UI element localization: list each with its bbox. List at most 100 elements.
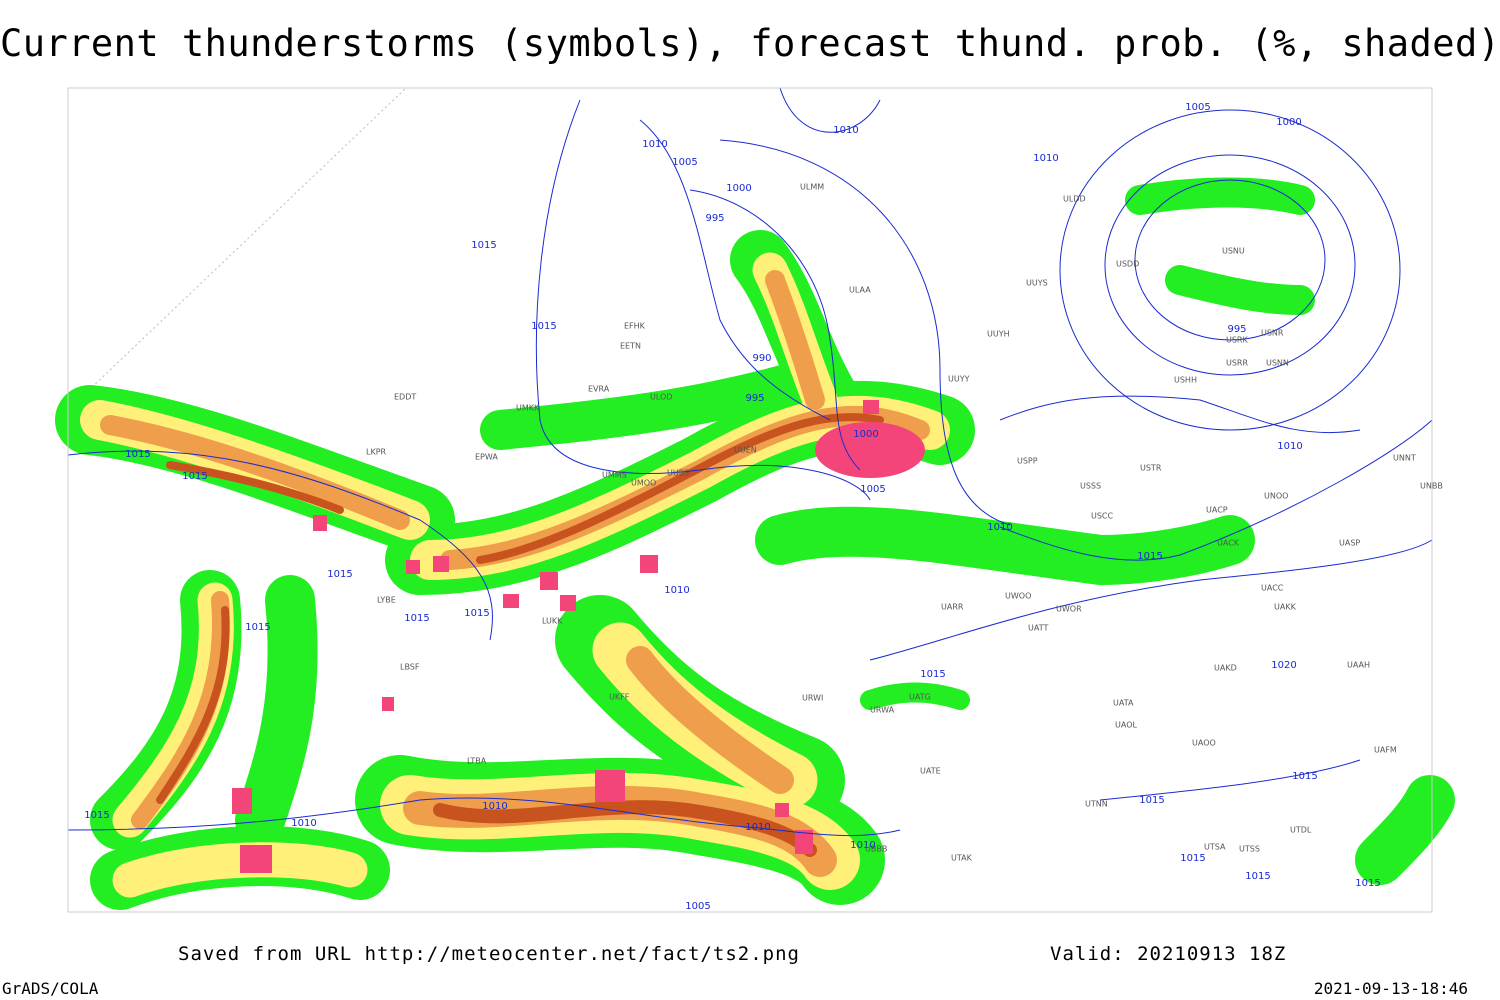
isobar-label: 1005 (1185, 102, 1210, 113)
isobar-label: 1015 (1245, 871, 1270, 882)
isobar-label: 1015 (920, 669, 945, 680)
isobar-label: 1015 (1292, 771, 1317, 782)
map-area: 1005 1000 1010 1010 1010 1005 1000 995 1015 1015 9… (55, 87, 1455, 913)
station-label: UTSA (1204, 843, 1226, 852)
isobar-label: 1015 (464, 608, 489, 619)
station-label: USRR (1226, 359, 1248, 368)
isobar-label: 1000 (853, 429, 878, 440)
station-label: ULDD (1063, 195, 1086, 204)
station-label: USSS (1080, 482, 1101, 491)
station-label: UATA (1113, 699, 1134, 708)
station-label: ULMM (800, 183, 824, 192)
station-label: UUYH (987, 330, 1010, 339)
isobar-label: 995 (745, 393, 764, 404)
isobar-label: 1015 (245, 622, 270, 633)
station-label: UAKD (1214, 664, 1237, 673)
isobar-label: 1010 (1277, 441, 1302, 452)
station-label: UATG (909, 693, 931, 702)
station-label: LTBA (467, 757, 487, 766)
isobar-label: 990 (752, 353, 771, 364)
isobar-label: 1010 (745, 822, 770, 833)
station-label: UWOO (1005, 592, 1031, 601)
isobar-label: 995 (705, 213, 724, 224)
isobar-label: 1015 (84, 810, 109, 821)
valid-time: Valid: 20210913 18Z (1050, 943, 1286, 965)
map-border (67, 87, 1433, 913)
station-label: UUYS (1026, 279, 1048, 288)
isobar-label: 1015 (404, 613, 429, 624)
station-label: ULAA (849, 286, 871, 295)
station-label: ULOD (650, 393, 672, 402)
isobar-label: 1015 (531, 321, 556, 332)
isobar-label: 1000 (726, 183, 751, 194)
station-label: URWI (802, 694, 823, 703)
isobar-label: 1015 (1137, 551, 1162, 562)
station-label: UUBS (667, 469, 689, 478)
thunderstorm-symbols (232, 400, 925, 873)
station-label: UAOO (1192, 739, 1216, 748)
isobar-label: 1020 (1271, 660, 1296, 671)
station-label: UNOO (1264, 492, 1288, 501)
station-label: USNN (1266, 359, 1289, 368)
station-label: USNU (1222, 247, 1245, 256)
station-label: UNNT (1393, 454, 1416, 463)
station-label: UAAH (1347, 661, 1370, 670)
station-label: UWOR (1056, 605, 1082, 614)
station-label: USPP (1017, 457, 1038, 466)
station-label: URWA (870, 706, 895, 715)
timestamp: 2021-09-13-18:46 (1314, 979, 1468, 998)
station-label: USCC (1091, 512, 1114, 521)
station-label: EVRA (588, 385, 610, 394)
station-label: USDD (1116, 260, 1139, 269)
isobar-label: 1010 (850, 840, 875, 851)
isobar-label: 1010 (291, 818, 316, 829)
isobar-label: 1005 (860, 484, 885, 495)
isobar-label: 1010 (987, 522, 1012, 533)
isobars (67, 87, 1433, 837)
station-label: UACK (1217, 539, 1240, 548)
station-label: EDDT (394, 393, 416, 402)
station-label: USRK (1226, 336, 1248, 345)
station-label: UACC (1261, 584, 1284, 593)
isobar-label: 1015 (327, 569, 352, 580)
station-label: USNR (1261, 329, 1284, 338)
station-label: USHH (1174, 376, 1197, 385)
station-label: UATT (1028, 624, 1048, 633)
map-title: Current thunderstorms (symbols), forecas… (0, 22, 1500, 65)
station-label: UATE (920, 767, 941, 776)
station-label: UUYY (948, 375, 970, 384)
station-label: UARR (941, 603, 964, 612)
station-label: LUKK (542, 617, 563, 626)
station-label: UTDL (1290, 826, 1312, 835)
station-label: USTR (1140, 464, 1162, 473)
station-label: UAOL (1115, 721, 1137, 730)
isobar-label: 1015 (471, 240, 496, 251)
station-label: UMOO (631, 479, 656, 488)
station-label: UTNN (1085, 800, 1108, 809)
isobar-label: 1015 (182, 471, 207, 482)
station-label: UUEN (734, 446, 757, 455)
isobar-label: 995 (1227, 324, 1246, 335)
station-label: EETN (620, 342, 641, 351)
isobar-label: 1010 (664, 585, 689, 596)
source-note: Saved from URL http://meteocenter.net/fa… (178, 943, 800, 965)
isobar-label: 1005 (672, 157, 697, 168)
isobar-label: 1015 (1139, 795, 1164, 806)
station-label: LKPR (366, 448, 387, 457)
station-label: LBSF (400, 663, 420, 672)
station-label: UASP (1339, 539, 1360, 548)
station-label: UAFM (1374, 746, 1397, 755)
station-label: EPWA (475, 453, 498, 462)
isobar-label: 1005 (685, 901, 710, 912)
station-label: UKFF (609, 693, 630, 702)
station-label: UTSS (1239, 845, 1260, 854)
station-label: UTAK (951, 854, 973, 863)
isobar-label: 1000 (1276, 117, 1301, 128)
station-label: UACP (1206, 506, 1228, 515)
isobar-label: 1010 (482, 801, 507, 812)
station-label: LYBE (377, 596, 396, 605)
isobar-label: 1015 (125, 449, 150, 460)
software-credit: GrADS/COLA (2, 979, 99, 998)
isobar-label: 1010 (1033, 153, 1058, 164)
